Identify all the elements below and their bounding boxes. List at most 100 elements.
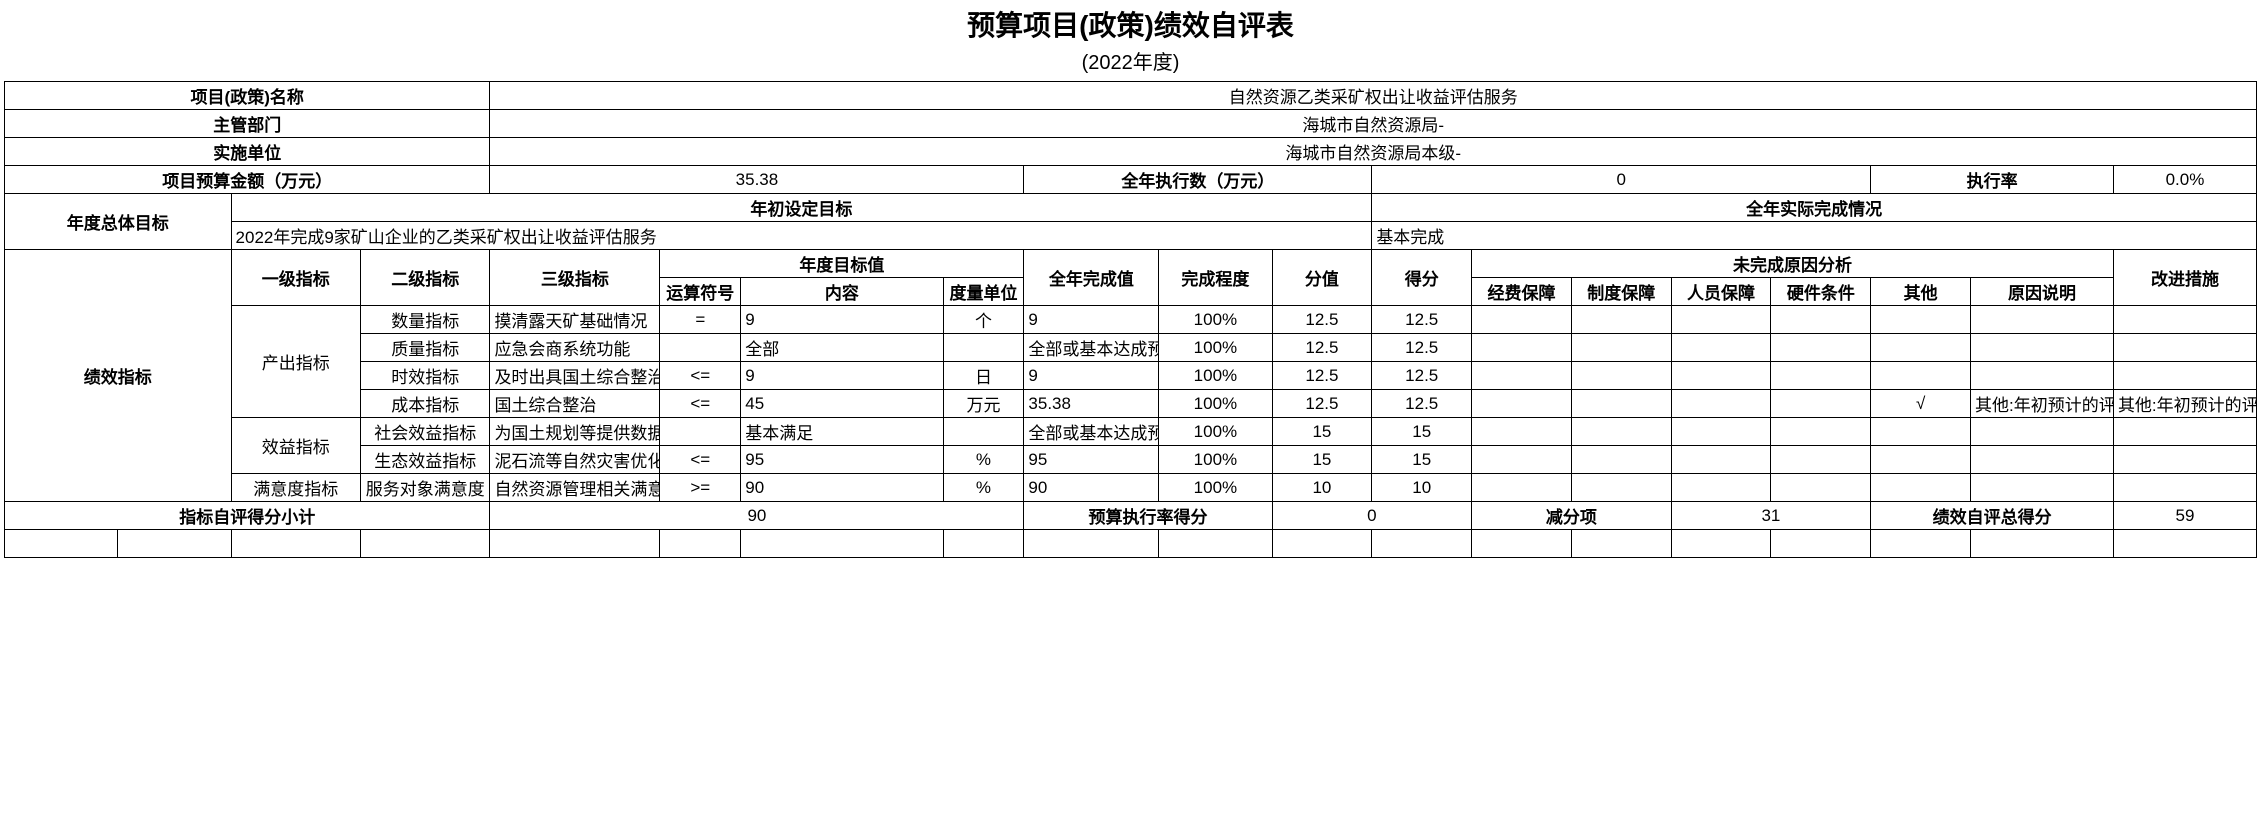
level2-cell: 时效指标 [360,362,489,390]
unit-cell [943,418,1024,446]
improve-cell [2113,474,2256,502]
obtained-cell: 10 [1372,474,1472,502]
blank-cell [1372,530,1472,558]
funding-cell [1472,362,1572,390]
funding-cell [1472,390,1572,418]
system-cell [1571,474,1671,502]
blank-cell [1159,530,1272,558]
score-cell: 15 [1272,418,1372,446]
system-cell [1571,362,1671,390]
blank-cell [660,530,741,558]
unit-cell: 个 [943,306,1024,334]
annual-exec-value: 0 [1372,166,1871,194]
funding-cell [1472,334,1572,362]
unit-cell: % [943,474,1024,502]
unit-cell: 万元 [943,390,1024,418]
personnel-cell [1671,418,1771,446]
operator-header: 运算符号 [660,278,741,306]
operator-cell: >= [660,474,741,502]
other-cell [1871,418,1971,446]
level2-cell: 质量指标 [360,334,489,362]
project-name-value: 自然资源乙类采矿权出让收益评估服务 [490,82,2257,110]
hardware-cell [1771,390,1871,418]
obtained-cell: 15 [1372,418,1472,446]
reason-cell [1971,362,2114,390]
blank-cell [1571,530,1671,558]
exec-rate-label: 执行率 [1871,166,2114,194]
degree-cell: 100% [1159,306,1272,334]
complete-cell: 35.38 [1024,390,1159,418]
content-cell: 基本满足 [741,418,943,446]
improve-cell: 其他:年初预计的评估 [2113,390,2256,418]
reason-cell [1971,446,2114,474]
level3-header: 三级指标 [490,250,660,306]
operator-cell: <= [660,390,741,418]
content-header: 内容 [741,278,943,306]
complete-cell: 95 [1024,446,1159,474]
content-cell: 9 [741,362,943,390]
improve-cell [2113,446,2256,474]
deduction-label: 减分项 [1472,502,1672,530]
subtotal-label: 指标自评得分小计 [5,502,490,530]
score-obtained-header: 得分 [1372,250,1472,306]
budget-amount-label: 项目预算金额（万元） [5,166,490,194]
blank-cell [1771,530,1871,558]
operator-cell: = [660,306,741,334]
obtained-cell: 12.5 [1372,390,1472,418]
total-score-value: 59 [2113,502,2256,530]
content-cell: 45 [741,390,943,418]
implement-unit-label: 实施单位 [5,138,490,166]
obtained-cell: 12.5 [1372,306,1472,334]
other-cell [1871,334,1971,362]
operator-cell [660,334,741,362]
reason-cell [1971,334,2114,362]
degree-cell: 100% [1159,418,1272,446]
hardware-cell [1771,306,1871,334]
evaluation-table: 项目(政策)名称自然资源乙类采矿权出让收益评估服务主管部门海城市自然资源局-实施… [4,81,2257,558]
level1-cell: 效益指标 [231,418,360,474]
personnel-cell [1671,474,1771,502]
system-cell [1571,446,1671,474]
improvement-header: 改进措施 [2113,250,2256,306]
personnel-cell [1671,362,1771,390]
hardware-cell [1771,334,1871,362]
complete-cell: 90 [1024,474,1159,502]
blank-cell [5,530,118,558]
system-cell [1571,334,1671,362]
level3-cell: 摸清露天矿基础情况 [490,306,660,334]
initial-goal-value: 2022年完成9家矿山企业的乙类采矿权出让收益评估服务 [231,222,1372,250]
score-cell: 12.5 [1272,362,1372,390]
reason-cell [1971,474,2114,502]
level1-cell: 产出指标 [231,306,360,418]
completion-label: 全年实际完成情况 [1372,194,2257,222]
blank-cell [1671,530,1771,558]
overall-goal-label: 年度总体目标 [5,194,232,250]
obtained-cell: 12.5 [1372,334,1472,362]
level3-cell: 应急会商系统功能 [490,334,660,362]
obtained-cell: 15 [1372,446,1472,474]
funding-header: 经费保障 [1472,278,1572,306]
completion-value: 基本完成 [1372,222,2257,250]
level2-cell: 生态效益指标 [360,446,489,474]
level2-cell: 数量指标 [360,306,489,334]
subtotal-value: 90 [490,502,1024,530]
improve-cell [2113,306,2256,334]
hardware-cell [1771,418,1871,446]
blank-cell [1024,530,1159,558]
blank-cell [490,530,660,558]
complete-cell: 全部或基本达成预 [1024,418,1159,446]
level1-header: 一级指标 [231,250,360,306]
deduction-value: 31 [1671,502,1871,530]
incomplete-analysis-header: 未完成原因分析 [1472,250,2114,278]
project-name-label: 项目(政策)名称 [5,82,490,110]
improve-cell [2113,362,2256,390]
score-cell: 12.5 [1272,390,1372,418]
level1-cell: 满意度指标 [231,474,360,502]
other-header: 其他 [1871,278,1971,306]
obtained-cell: 12.5 [1372,362,1472,390]
operator-cell: <= [660,446,741,474]
personnel-header: 人员保障 [1671,278,1771,306]
blank-cell [1472,530,1572,558]
exec-rate-score-value: 0 [1272,502,1472,530]
improve-cell [2113,418,2256,446]
